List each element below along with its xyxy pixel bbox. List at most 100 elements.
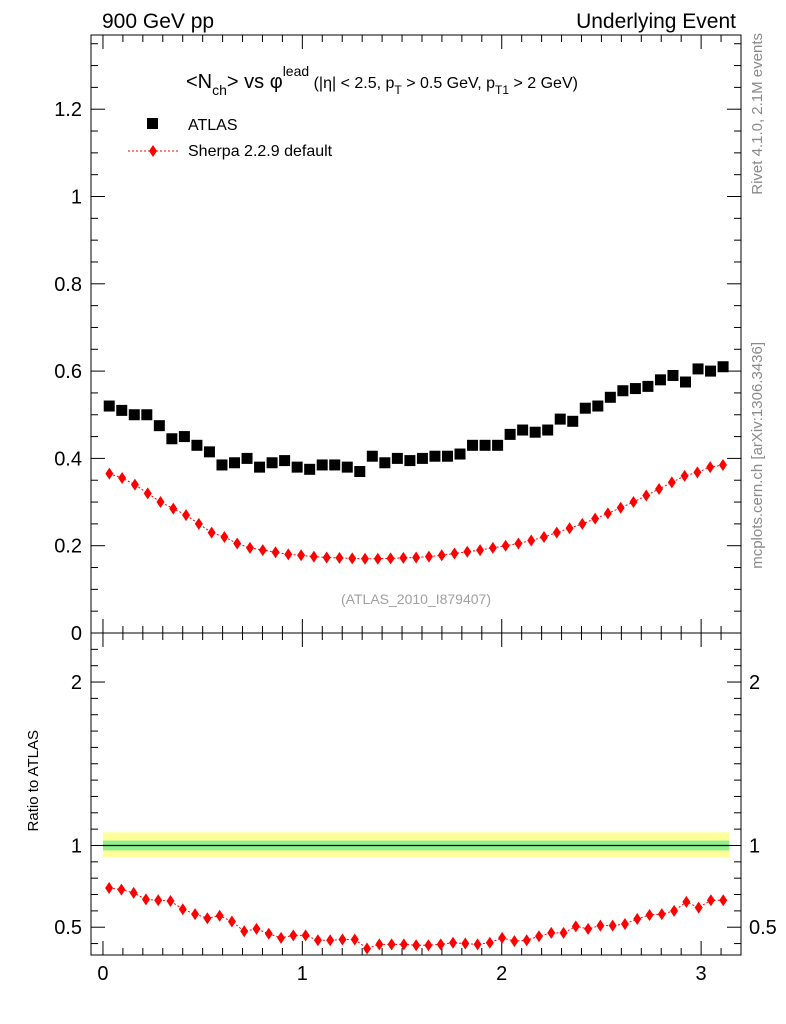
sherpa-point [527,534,536,547]
legend-sherpa-label: Sherpa 2.2.9 default [188,143,333,160]
x-tick-labels: 0 1 2 3 [97,963,706,985]
sherpa-point [718,458,727,471]
ratio-point [215,909,224,922]
atlas-point [216,459,228,471]
ratio-point [485,936,494,949]
atlas-point [391,452,403,464]
atlas-point [617,385,629,397]
atlas-point [692,363,704,375]
title-part-sup: lead [283,63,309,79]
atlas-point [254,461,266,473]
sherpa-point [182,509,191,522]
ratio-point [301,929,310,942]
atlas-point [717,361,729,373]
sherpa-point [539,530,548,543]
legend-atlas-label: ATLAS [188,117,238,134]
atlas-point [191,439,203,451]
ratio-frame [90,632,742,956]
header-left: 900 GeV pp [102,10,214,33]
sherpa-point [309,550,318,563]
ratio-point [510,935,519,948]
title-part-cuts1: (|η| < 2.5, p [309,75,394,92]
ratio-bands [102,832,730,857]
sherpa-line [109,464,724,560]
ratio-axis-ticks [91,632,742,955]
title-part-sub1: ch [212,82,227,98]
ratio-point [289,929,298,942]
ratio-y-tick-label-right: 1 [749,835,760,857]
atlas-point [467,439,479,451]
atlas-point [529,426,541,438]
ratio-point [449,936,458,949]
y-tick-label: 0.6 [54,361,82,383]
ratio-point [277,931,286,944]
ratio-point [657,908,666,921]
sherpa-point [373,552,382,565]
atlas-point [429,450,441,462]
sherpa-point [220,530,229,543]
sherpa-point [348,552,357,565]
atlas-point [354,465,366,477]
ratio-point [178,903,187,916]
sherpa-point [463,545,472,558]
title-part-mid: > vs φ [227,71,283,93]
analysis-watermark: (ATLAS_2010_I879407) [341,591,491,607]
ratio-point [129,886,138,899]
x-tick-label: 2 [496,963,507,985]
atlas-point [141,409,153,421]
ratio-point [682,895,691,908]
sherpa-point [169,502,178,515]
atlas-point [579,402,591,414]
ratio-point [375,938,384,951]
plot-title: <Nch> vs φlead (|η| < 2.5, pT > 0.5 GeV,… [186,63,578,98]
main-tick-labels: 0 0.2 0.4 0.6 0.8 1 1.2 [54,99,82,645]
atlas-point [592,400,604,412]
ratio-point [338,933,347,946]
sherpa-point [258,544,267,557]
ratio-point [534,930,543,943]
ratio-point [191,908,200,921]
ratio-point [363,942,372,955]
sherpa-point [603,507,612,520]
sherpa-point [616,501,625,514]
ratio-point [412,939,421,952]
sherpa-point [424,550,433,563]
sherpa-point [245,541,254,554]
atlas-point [404,455,416,467]
y-tick-label: 1 [71,187,82,209]
atlas-point [341,461,353,473]
ratio-point [596,919,605,932]
ratio-point [436,938,445,951]
sherpa-point [335,551,344,564]
ratio-point [264,927,273,940]
sherpa-point [284,548,293,561]
sherpa-point [655,482,664,495]
sherpa-point [680,469,689,482]
sherpa-point [322,551,331,564]
ratio-point [424,939,433,952]
atlas-point [604,391,616,403]
x-tick-label: 3 [696,963,707,985]
ratio-point [498,931,507,944]
ratio-point [105,881,114,894]
sherpa-point [693,466,702,479]
atlas-point [567,415,579,427]
atlas-point [304,463,316,475]
y-tick-label: 0.8 [54,274,82,296]
title-part-cuts2: > 0.5 GeV, p [402,75,495,92]
main-axis-ticks [91,35,742,634]
sherpa-point [399,551,408,564]
ratio-y-tick-label: 2 [71,672,82,694]
atlas-point [291,461,303,473]
y-tick-label: 0 [71,623,82,645]
sherpa-point [271,546,280,559]
ratio-point [584,922,593,935]
main-series [103,361,729,565]
sherpa-point [233,537,242,550]
ratio-point [203,912,212,925]
legend: ATLAS Sherpa 2.2.9 default [128,117,333,160]
ratio-point [620,917,629,930]
sherpa-point [105,467,114,480]
atlas-point [654,374,666,386]
